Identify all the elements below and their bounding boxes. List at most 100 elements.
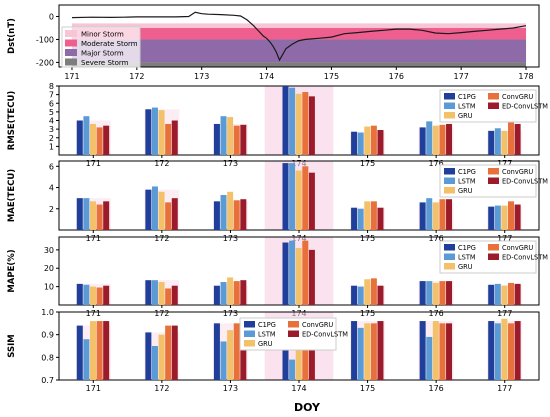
y-tick-label: 10 <box>44 283 54 292</box>
y-tick-label: 2 <box>49 205 54 214</box>
bar <box>377 129 384 155</box>
bar <box>426 198 433 230</box>
bar <box>240 124 247 155</box>
storm-band <box>71 27 527 40</box>
legend-swatch <box>488 168 499 175</box>
x-tick-label: 175 <box>360 159 375 168</box>
bar <box>158 191 165 230</box>
y-tick-label: 0.7 <box>41 376 54 385</box>
bar <box>158 282 165 305</box>
y-tick-label: 2 <box>49 134 54 143</box>
bar <box>377 321 384 380</box>
bar <box>220 116 227 155</box>
legend-label: C1PG <box>458 168 476 176</box>
bar <box>308 341 315 380</box>
bar <box>446 199 453 230</box>
legend-label: ED-ConvLSTM <box>502 103 548 111</box>
legend-swatch <box>488 102 499 109</box>
bar <box>370 323 377 380</box>
bar <box>227 277 234 305</box>
legend-label: Major Storm <box>81 50 124 58</box>
y-axis-title: Dst(nT) <box>7 18 17 54</box>
legend-swatch <box>444 263 455 270</box>
bar <box>494 128 501 155</box>
dst-frame <box>58 4 540 68</box>
metric-panel-mape: 171172173174175176177102030MAPE(%)C1PGLS… <box>7 236 548 318</box>
x-tick-label: 176 <box>429 234 444 243</box>
y-axis-title: MAE(TECU) <box>7 169 17 222</box>
x-tick-label: 172 <box>154 309 169 318</box>
bar <box>439 124 446 155</box>
bar <box>295 170 302 230</box>
bar <box>89 286 96 305</box>
x-tick-label: 172 <box>154 384 169 393</box>
bar <box>103 285 110 305</box>
y-tick-label: 3 <box>49 125 54 134</box>
bar <box>432 282 439 305</box>
legend-swatch <box>244 330 255 337</box>
bar <box>357 286 364 305</box>
bar <box>494 283 501 305</box>
x-tick-label: 173 <box>223 234 238 243</box>
y-tick-label: 6 <box>49 162 54 171</box>
legend-swatch <box>65 58 77 66</box>
y-axis-title: MAPE(%) <box>7 249 17 292</box>
legend-label: Moderate Storm <box>81 40 138 48</box>
x-tick-label: 171 <box>64 72 79 81</box>
storm-band <box>71 39 527 63</box>
bar <box>446 323 453 380</box>
y-tick-label: 30 <box>44 246 54 255</box>
bar <box>227 191 234 230</box>
bar <box>83 339 90 380</box>
bar <box>171 120 178 155</box>
legend-label: LSTM <box>458 103 476 111</box>
x-tick-label: 171 <box>86 234 101 243</box>
legend-swatch <box>488 177 499 184</box>
legend-swatch <box>444 253 455 260</box>
y-tick-label: 1 <box>49 142 54 151</box>
legend-swatch <box>444 244 455 251</box>
bar <box>494 205 501 230</box>
bar <box>89 123 96 155</box>
y-tick-label: -200 <box>36 58 54 67</box>
bar <box>351 207 358 230</box>
bar <box>501 285 508 305</box>
x-tick-label: 177 <box>454 72 469 81</box>
bar <box>83 116 90 155</box>
legend-label: LSTM <box>458 178 476 186</box>
y-tick-label: 7 <box>49 91 54 100</box>
x-tick-label: 174 <box>259 72 274 81</box>
bar <box>488 284 495 305</box>
bar <box>145 109 152 155</box>
x-tick-label: 177 <box>497 384 512 393</box>
legend-swatch <box>65 49 77 56</box>
x-tick-label: 175 <box>360 309 375 318</box>
legend-label: ED-ConvLSTM <box>502 254 548 262</box>
x-axis-title: DOY <box>294 401 321 414</box>
y-tick-label: 20 <box>44 264 54 273</box>
legend-swatch <box>444 187 455 194</box>
legend-swatch <box>444 102 455 109</box>
legend-label: Minor Storm <box>81 31 124 39</box>
bar <box>439 323 446 380</box>
bar <box>83 198 90 230</box>
y-axis-title: RMSE(TECU) <box>7 91 17 151</box>
x-tick-label: 173 <box>223 309 238 318</box>
x-tick-label: 171 <box>86 309 101 318</box>
bar <box>289 359 296 380</box>
bar <box>501 130 508 155</box>
bar <box>165 288 172 305</box>
bar <box>426 121 433 155</box>
bar <box>165 325 172 380</box>
legend-swatch <box>288 330 299 337</box>
bar <box>282 86 289 155</box>
x-tick-label: 176 <box>429 159 444 168</box>
x-tick-label: 175 <box>324 72 339 81</box>
legend-label: LSTM <box>458 254 476 262</box>
bar <box>364 323 371 380</box>
x-tick-label: 172 <box>129 72 144 81</box>
bar <box>171 198 178 230</box>
y-tick-label: -100 <box>36 35 54 44</box>
bar <box>96 204 103 230</box>
